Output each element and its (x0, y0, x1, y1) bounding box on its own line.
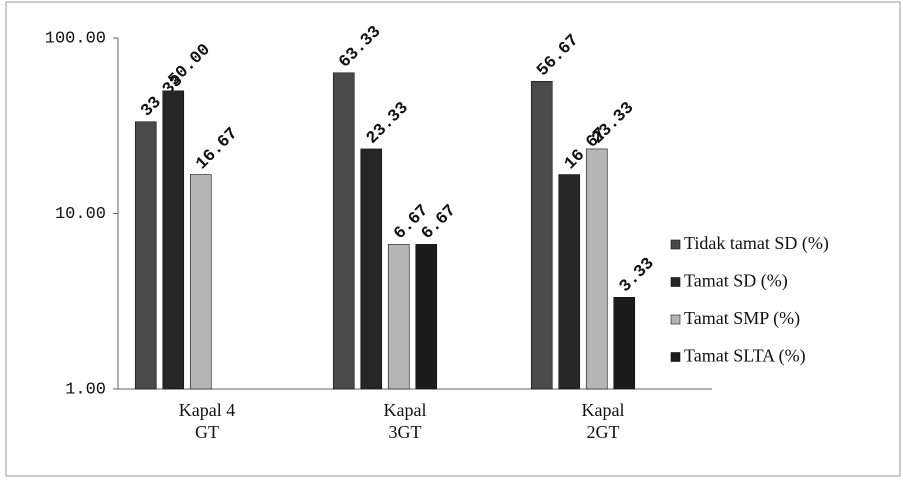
y-tick-label: 10.00 (55, 205, 106, 224)
bar (190, 175, 211, 389)
bar (614, 297, 635, 389)
legend-label: Tamat SMP (%) (684, 308, 800, 329)
x-tick-label: Kapal 3GT (345, 399, 465, 443)
legend-swatch (671, 240, 680, 249)
bar (586, 149, 607, 389)
page: 1.0010.00100.0033.3350.0016.6763.3323.33… (0, 0, 903, 478)
bar (135, 122, 156, 389)
legend-label: Tamat SD (%) (684, 271, 788, 292)
value-label: 3.33 (616, 254, 658, 296)
x-tick-label: Kapal 2GT (543, 399, 663, 443)
bar (163, 91, 184, 389)
value-label: 23.33 (363, 99, 413, 149)
y-tick-label: 100.00 (45, 29, 106, 48)
bar (388, 244, 409, 389)
bar (333, 73, 354, 389)
value-label: 50.00 (165, 41, 215, 91)
bar (416, 244, 437, 389)
value-label: 63.33 (336, 23, 386, 73)
value-label: 23.33 (589, 99, 639, 149)
value-label: 56.67 (534, 31, 584, 81)
legend-swatch (671, 278, 680, 287)
legend-swatch (671, 353, 680, 362)
legend-label: Tidak tamat SD (%) (684, 233, 829, 254)
legend-swatch (671, 315, 680, 324)
bar (361, 149, 382, 389)
bar (531, 81, 552, 389)
bar (559, 175, 580, 389)
value-label: 16.67 (193, 124, 243, 174)
y-tick-label: 1.00 (65, 380, 106, 399)
x-tick-label: Kapal 4 GT (147, 399, 267, 443)
legend-label: Tamat SLTA (%) (684, 346, 806, 367)
